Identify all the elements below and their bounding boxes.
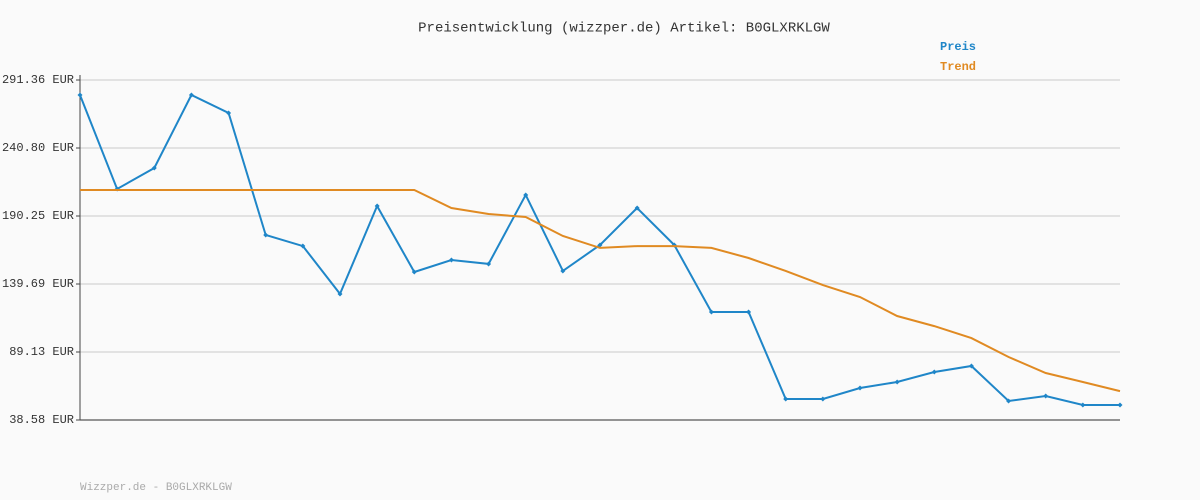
point-marker xyxy=(486,261,492,267)
point-marker xyxy=(708,309,714,315)
point-marker xyxy=(337,291,343,297)
point-marker xyxy=(634,205,640,211)
point-marker xyxy=(894,379,900,385)
point-marker xyxy=(1117,402,1123,408)
series-line xyxy=(80,189,1121,393)
y-tick-label: 139.69 EUR xyxy=(2,277,74,291)
chart-title: Preisentwicklung (wizzper.de) Artikel: B… xyxy=(418,21,830,37)
point-marker xyxy=(857,385,863,391)
point-marker xyxy=(263,232,269,238)
point-marker xyxy=(188,92,194,98)
point-marker xyxy=(931,369,937,375)
point-marker xyxy=(1043,393,1049,399)
point-marker xyxy=(448,257,454,263)
y-tick-label: 240.80 EUR xyxy=(2,141,74,155)
point-marker xyxy=(820,396,826,402)
footer: Wizzper.de - B0GLXRKLGW xyxy=(80,482,232,494)
y-tick-label: 38.58 EUR xyxy=(9,413,74,427)
point-marker xyxy=(523,192,529,198)
point-marker xyxy=(226,110,232,116)
point-marker xyxy=(968,363,974,369)
point-marker xyxy=(1080,402,1086,408)
point-marker xyxy=(597,242,603,248)
point-marker xyxy=(560,268,566,274)
y-tick-label: 190.25 EUR xyxy=(2,209,74,223)
point-marker xyxy=(746,309,752,315)
point-marker xyxy=(374,203,380,209)
point-marker xyxy=(1006,398,1012,404)
y-tick-label: 291.36 EUR xyxy=(2,73,74,87)
legend-label: Trend xyxy=(940,60,976,74)
point-marker xyxy=(411,269,417,275)
legend-label: Preis xyxy=(940,40,976,54)
point-marker xyxy=(300,243,306,249)
point-marker xyxy=(783,396,789,402)
point-marker xyxy=(77,92,83,98)
point-marker xyxy=(151,165,157,171)
y-tick-label: 89.13 EUR xyxy=(9,345,74,359)
